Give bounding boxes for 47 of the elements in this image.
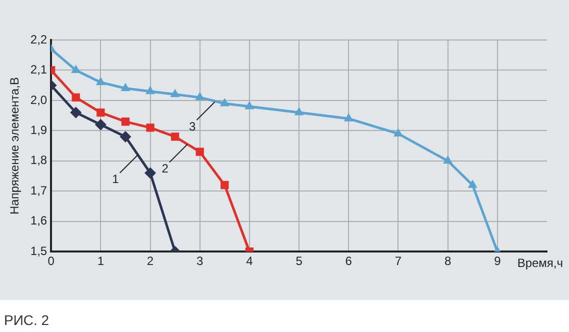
y-tick-label: 1,8 <box>30 153 48 168</box>
y-tick-label: 1,9 <box>30 123 48 137</box>
x-tick-label: 8 <box>444 254 452 268</box>
point <box>170 132 180 141</box>
x-tick-label: 5 <box>296 254 303 268</box>
x-tick-label: 7 <box>394 254 402 268</box>
y-tick-label: 2,2 <box>30 32 48 46</box>
x-tick-label: 9 <box>494 254 502 268</box>
point <box>72 93 80 102</box>
point <box>96 78 105 86</box>
x-tick-label: 2 <box>146 254 154 268</box>
annotation: 3 <box>189 119 196 134</box>
x-tick-label: 1 <box>97 254 104 268</box>
y-tick-label: 1,6 <box>30 214 48 228</box>
y-tick-label: 2,1 <box>30 62 48 77</box>
point <box>220 99 228 106</box>
x-axis-title: Время,ч <box>517 256 563 270</box>
y-tick-label: 1,7 <box>30 183 48 198</box>
point <box>95 119 106 130</box>
annotation: 2 <box>162 162 169 176</box>
annotation: 1 <box>112 172 120 186</box>
x-tick-label: 6 <box>345 254 352 268</box>
x-tick-label: 3 <box>196 254 204 268</box>
point <box>96 108 105 117</box>
point <box>220 181 229 190</box>
point <box>246 102 254 110</box>
point <box>295 108 303 116</box>
point <box>468 180 476 188</box>
x-tick-label: 0 <box>48 254 55 268</box>
point <box>122 84 130 92</box>
x-tick-label: 4 <box>246 254 254 268</box>
point <box>120 131 131 142</box>
point <box>146 124 154 132</box>
point <box>344 114 352 122</box>
y-axis-title: Напряжение элемента,В <box>8 77 22 214</box>
y-tick-label: 1,5 <box>30 244 48 258</box>
point <box>145 168 156 178</box>
point <box>444 156 452 164</box>
text: РИС. 2 <box>4 312 50 328</box>
point <box>196 93 204 100</box>
point <box>72 66 80 73</box>
point <box>146 87 154 94</box>
point <box>196 148 204 156</box>
point <box>121 118 130 126</box>
point <box>394 129 402 136</box>
y-tick-label: 2,0 <box>30 92 48 107</box>
point <box>70 107 82 118</box>
